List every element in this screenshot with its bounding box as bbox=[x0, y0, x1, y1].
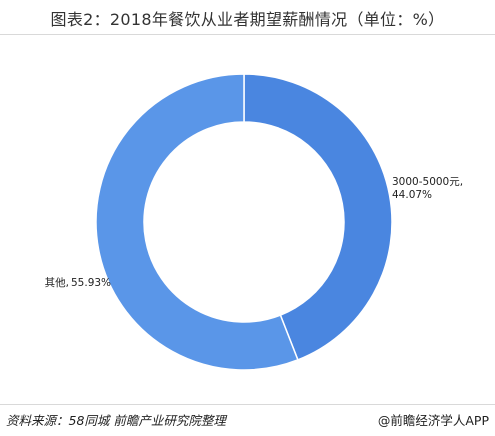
title-divider bbox=[0, 34, 495, 35]
donut-slice-0 bbox=[243, 73, 393, 361]
chart-title: 图表2：2018年餐饮从业者期望薪酬情况（单位：%） bbox=[50, 10, 445, 29]
slice-label-b: 其他, 55.93% bbox=[45, 276, 111, 289]
donut-slice-1 bbox=[95, 73, 299, 371]
source-note: 资料来源：58同城 前瞻产业研究院整理 bbox=[6, 413, 226, 428]
donut-slices bbox=[95, 73, 393, 371]
slice-label-a-value: 44.07% bbox=[392, 189, 432, 201]
footer-divider bbox=[0, 404, 495, 405]
slice-label-b-name: 其他, bbox=[45, 276, 69, 289]
slice-label-a: 3000-5000元, 44.07% bbox=[392, 176, 463, 201]
brand-credit: @前瞻经济学人APP bbox=[377, 413, 489, 428]
footer: 资料来源：58同城 前瞻产业研究院整理 @前瞻经济学人APP bbox=[0, 408, 495, 432]
donut-chart: 3000-5000元, 44.07% 其他, 55.93% bbox=[45, 73, 463, 371]
slice-label-b-value: 55.93% bbox=[71, 277, 111, 289]
slice-label-a-name: 3000-5000元, bbox=[392, 176, 463, 188]
